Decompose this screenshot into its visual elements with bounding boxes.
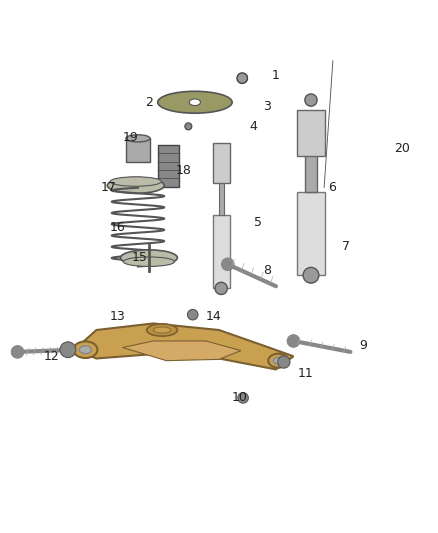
- Ellipse shape: [79, 346, 92, 354]
- Text: 14: 14: [206, 310, 222, 324]
- Ellipse shape: [120, 250, 177, 265]
- Ellipse shape: [126, 135, 150, 142]
- Bar: [219, 154, 224, 215]
- Text: 5: 5: [254, 216, 262, 229]
- Text: 19: 19: [123, 131, 138, 144]
- Circle shape: [215, 282, 227, 295]
- Ellipse shape: [73, 342, 97, 358]
- Text: 3: 3: [263, 100, 271, 113]
- Ellipse shape: [110, 177, 161, 186]
- Bar: [126, 139, 150, 163]
- Bar: [213, 215, 230, 288]
- Text: 15: 15: [131, 251, 147, 264]
- Text: 10: 10: [232, 391, 248, 405]
- Circle shape: [278, 356, 290, 368]
- Ellipse shape: [153, 327, 171, 333]
- Text: 1: 1: [272, 69, 279, 83]
- Bar: [297, 110, 325, 156]
- Circle shape: [238, 393, 248, 403]
- Text: 6: 6: [328, 181, 336, 194]
- Ellipse shape: [124, 257, 174, 266]
- Circle shape: [239, 74, 247, 83]
- Circle shape: [303, 268, 319, 283]
- Ellipse shape: [268, 354, 288, 368]
- Circle shape: [60, 342, 76, 358]
- Polygon shape: [123, 341, 241, 361]
- Text: 12: 12: [44, 350, 60, 363]
- Ellipse shape: [107, 177, 164, 193]
- Text: 18: 18: [175, 164, 191, 176]
- Bar: [297, 192, 325, 275]
- Bar: [305, 128, 317, 192]
- Circle shape: [305, 94, 317, 106]
- Circle shape: [237, 73, 247, 84]
- Circle shape: [222, 258, 234, 270]
- Text: 17: 17: [101, 181, 117, 194]
- Text: 7: 7: [342, 240, 350, 253]
- Circle shape: [11, 346, 24, 358]
- Text: 4: 4: [250, 120, 258, 133]
- Bar: [213, 142, 230, 183]
- Circle shape: [185, 123, 192, 130]
- Text: 11: 11: [298, 367, 314, 381]
- Ellipse shape: [158, 91, 232, 113]
- Text: 2: 2: [145, 96, 153, 109]
- Ellipse shape: [189, 99, 201, 106]
- Polygon shape: [74, 324, 293, 369]
- Ellipse shape: [147, 324, 177, 336]
- Circle shape: [287, 335, 300, 347]
- Ellipse shape: [273, 358, 283, 364]
- Text: 13: 13: [110, 310, 125, 324]
- Text: 9: 9: [359, 339, 367, 352]
- Circle shape: [187, 310, 198, 320]
- Text: 8: 8: [263, 264, 271, 277]
- Text: 16: 16: [110, 221, 125, 233]
- Text: 20: 20: [394, 142, 410, 155]
- Bar: [158, 145, 179, 187]
